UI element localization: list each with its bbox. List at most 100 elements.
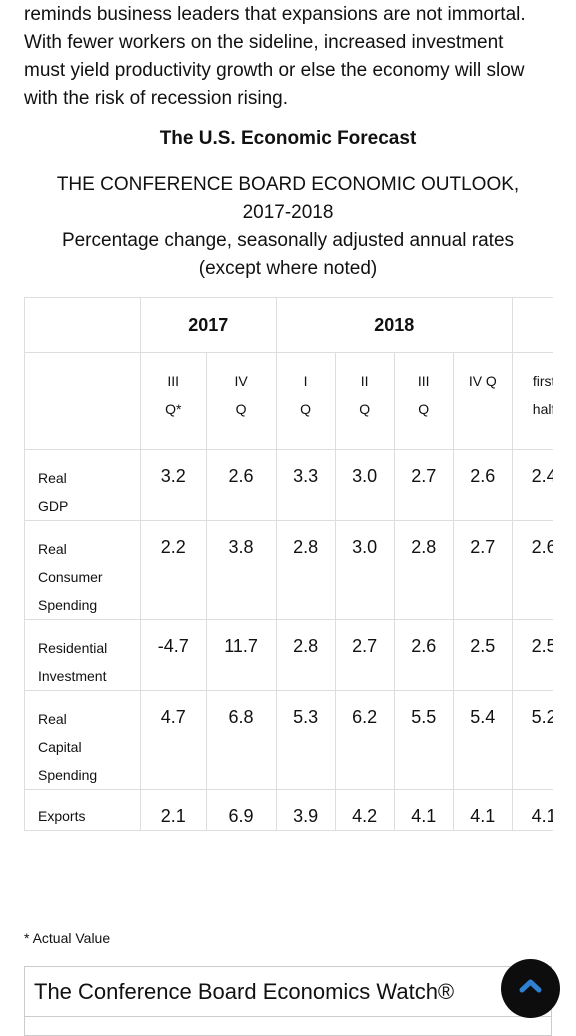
value-cell: 4.1 (511, 789, 553, 831)
value-cell: 2.7 (334, 619, 395, 691)
value-cell: 5.5 (393, 690, 454, 790)
text-line: With fewer workers on the sideline, incr… (24, 32, 504, 53)
quarter-line: II (360, 373, 369, 389)
quarter-cell: first half (511, 352, 553, 450)
value-cell: -4.7 (139, 619, 207, 691)
row-label: Real GDP (24, 449, 141, 521)
value-cell: 3.3 (275, 449, 336, 521)
quarter-line: IV (234, 373, 248, 389)
quarter-line: Q (418, 401, 430, 417)
quarter-cell: II Q (334, 352, 395, 450)
scroll-top-button[interactable] (501, 959, 560, 1018)
value-cell: 5.3 (275, 690, 336, 790)
value-cell: 2.6 (205, 449, 277, 521)
year-cell: 2018 (275, 297, 513, 353)
quarter-line: Q (300, 401, 312, 417)
value-cell: 2.7 (393, 449, 454, 521)
value-cell: 6.2 (334, 690, 395, 790)
value-cell: 2.6 (452, 449, 513, 521)
corner-cell (24, 352, 141, 450)
value-cell: 4.1 (393, 789, 454, 831)
value-cell: 2.5 (452, 619, 513, 691)
quarter-line: Q* (165, 401, 182, 417)
label-line: Spending (38, 597, 98, 613)
value-cell: 6.8 (205, 690, 277, 790)
text-line: with the risk of recession rising. (24, 88, 288, 109)
heading-line: Percentage change, seasonally adjusted a… (61, 230, 515, 251)
label-line: Investment (38, 668, 107, 684)
heading-line: (except where noted) (198, 258, 378, 279)
intro-paragraph: reminds business leaders that expansions… (24, 1, 526, 113)
value-cell: 2.8 (275, 619, 336, 691)
footnote: * Actual Value (24, 930, 111, 946)
label-line: Capital (38, 739, 82, 755)
text-line: reminds business leaders that expansions… (24, 4, 526, 25)
label-line: Consumer (38, 569, 103, 585)
year-cell: 2019 (511, 297, 553, 353)
value-cell: 6.9 (205, 789, 277, 831)
value-cell: 2.1 (139, 789, 207, 831)
quarter-cell: IV Q (452, 352, 513, 450)
year-row: 201720182019 (24, 297, 553, 353)
quarter-line: I (303, 373, 308, 389)
data-row: Real GDP 3.2 2.6 3.3 3.0 2.7 2.6 2.4 (24, 449, 553, 521)
corner-cell (24, 297, 141, 353)
value-cell: 3.9 (275, 789, 336, 831)
value-cell: 3.0 (334, 520, 395, 620)
value-cell: 3.0 (334, 449, 395, 521)
value-cell: 2.7 (452, 520, 513, 620)
watch-box[interactable]: The Conference Board Economics Watch® (24, 966, 552, 1036)
data-row: Residential Investment -4.7 11.7 2.8 2.7 2.6 2.… (24, 619, 553, 691)
quarter-line: first (532, 373, 553, 389)
label-line: GDP (38, 498, 69, 514)
data-row: Real Capital Spending 4.7 6.8 5.3 6.2 5.5 5.4 5.2 (24, 690, 553, 790)
year-cell: 2017 (139, 297, 277, 353)
quarter-line: IV Q (468, 373, 497, 389)
row-label: Real Consumer Spending (24, 520, 141, 620)
quarter-line: III (167, 373, 180, 389)
label-line: Spending (38, 767, 98, 783)
value-cell: 2.8 (275, 520, 336, 620)
heading-line: THE CONFERENCE BOARD ECONOMIC OUTLOOK, (56, 174, 520, 195)
value-cell: 2.4 (511, 449, 553, 521)
data-row: Real Consumer Spending 2.2 3.8 2.8 3.0 2.8 2.7 2.… (24, 520, 553, 620)
row-label: Exports (24, 789, 141, 831)
value-cell: 11.7 (205, 619, 277, 691)
value-cell: 4.1 (452, 789, 513, 831)
value-cell: 5.4 (452, 690, 513, 790)
value-cell: 2.8 (393, 520, 454, 620)
quarter-cell: III Q* (139, 352, 207, 450)
quarter-line: half (532, 401, 553, 417)
value-cell: 4.7 (139, 690, 207, 790)
label-line: Real (38, 541, 67, 557)
quarter-cell: IV Q (205, 352, 277, 450)
value-cell: 4.2 (334, 789, 395, 831)
quarter-cell: III Q (393, 352, 454, 450)
value-cell: 2.6 (393, 619, 454, 691)
label-line: Exports (38, 808, 86, 824)
forecast-heading: THE CONFERENCE BOARD ECONOMIC OUTLOOK, 20… (0, 171, 576, 283)
label-line: Real (38, 711, 67, 727)
label-line: Residential (38, 640, 108, 656)
quarter-line: Q (359, 401, 371, 417)
chevron-icon (519, 979, 542, 993)
value-cell: 3.8 (205, 520, 277, 620)
forecast-title: The U.S. Economic Forecast (159, 128, 417, 149)
quarter-line: III (417, 373, 430, 389)
row-label: Real Capital Spending (24, 690, 141, 790)
value-cell: 2.2 (139, 520, 207, 620)
watch-title: The Conference Board Economics Watch® (34, 979, 455, 1004)
value-cell: 3.2 (139, 449, 207, 521)
chevron (519, 979, 542, 993)
data-row: Exports 2.1 6.9 3.9 4.2 4.1 4.1 4.1 (24, 789, 553, 831)
value-cell: 5.2 (511, 690, 553, 790)
quarter-line: Q (235, 401, 247, 417)
value-cell: 2.5 (511, 619, 553, 691)
text-line: must yield productivity growth or else t… (24, 60, 525, 81)
label-line: Real (38, 470, 67, 486)
